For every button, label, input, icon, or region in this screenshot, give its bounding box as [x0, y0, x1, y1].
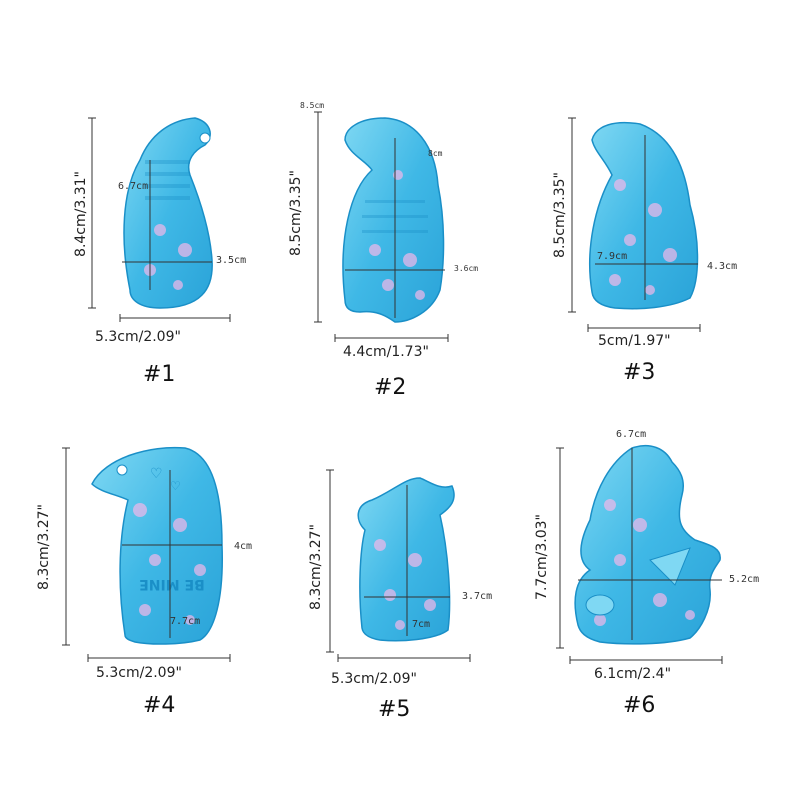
- mold-2-inner-width: 3.6cm: [454, 264, 479, 273]
- mold-4-inner-height: 7.7cm: [170, 616, 201, 627]
- mold-6-height: 7.7cm/3.03": [534, 514, 550, 600]
- mold-3-number: #3: [623, 360, 656, 385]
- mold-5-width: 5.3cm/2.09": [331, 671, 417, 687]
- mold-6-number: #6: [623, 693, 656, 718]
- mold-3-inner-width: 4.3cm: [707, 261, 738, 272]
- mold-2-width: 4.4cm/1.73": [343, 344, 429, 360]
- mold-6-inner-width: 5.2cm: [729, 574, 760, 585]
- mold-2-number: #2: [374, 375, 407, 400]
- mold-6-width: 6.1cm/2.4": [594, 666, 672, 682]
- mold-1-number: #1: [143, 362, 176, 387]
- mold-1-width: 5.3cm/2.09": [95, 329, 181, 345]
- mold-2-corner-height: 8.5cm: [300, 101, 325, 110]
- mold-1-inner-width: 3.5cm: [216, 255, 247, 266]
- mold-1-inner-height: 6.7cm: [118, 181, 149, 192]
- svg-text:♡: ♡: [170, 479, 181, 493]
- mold-2-inner-height: 8cm: [428, 149, 443, 158]
- mold-5-number: #5: [378, 697, 411, 722]
- mold-5-inner-height: 7cm: [412, 619, 431, 630]
- mold-5-inner-width: 3.7cm: [462, 591, 493, 602]
- svg-text:♡: ♡: [150, 466, 163, 482]
- mold-4-number: #4: [143, 693, 176, 718]
- be-mine-emboss: BE MINE: [139, 576, 205, 592]
- mold-6-inner-height: 6.7cm: [616, 429, 647, 440]
- mold-3-width: 5cm/1.97": [598, 333, 671, 349]
- mold-4-width: 5.3cm/2.09": [96, 665, 182, 681]
- mold-3-inner-height: 7.9cm: [597, 251, 628, 262]
- mold-4-inner-width: 4cm: [234, 541, 253, 552]
